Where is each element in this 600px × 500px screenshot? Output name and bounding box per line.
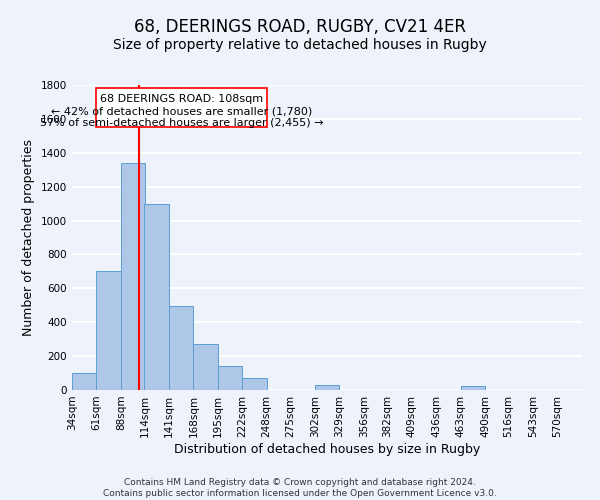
Bar bbox=[145, 204, 169, 390]
Text: Contains HM Land Registry data © Crown copyright and database right 2024.
Contai: Contains HM Land Registry data © Crown c… bbox=[103, 478, 497, 498]
Text: ← 42% of detached houses are smaller (1,780): ← 42% of detached houses are smaller (1,… bbox=[51, 106, 312, 116]
Text: Size of property relative to detached houses in Rugby: Size of property relative to detached ho… bbox=[113, 38, 487, 52]
Bar bbox=[218, 366, 242, 390]
Bar bbox=[242, 378, 267, 390]
Bar bbox=[121, 163, 145, 390]
Text: 68 DEERINGS ROAD: 108sqm: 68 DEERINGS ROAD: 108sqm bbox=[100, 94, 263, 104]
Bar bbox=[461, 386, 485, 390]
Text: 68, DEERINGS ROAD, RUGBY, CV21 4ER: 68, DEERINGS ROAD, RUGBY, CV21 4ER bbox=[134, 18, 466, 36]
Bar bbox=[97, 272, 121, 390]
Y-axis label: Number of detached properties: Number of detached properties bbox=[22, 139, 35, 336]
Text: 57% of semi-detached houses are larger (2,455) →: 57% of semi-detached houses are larger (… bbox=[40, 118, 323, 128]
Bar bbox=[169, 306, 193, 390]
Bar bbox=[193, 344, 218, 390]
X-axis label: Distribution of detached houses by size in Rugby: Distribution of detached houses by size … bbox=[174, 442, 480, 456]
FancyBboxPatch shape bbox=[97, 88, 267, 126]
Bar bbox=[72, 373, 97, 390]
Bar bbox=[315, 385, 339, 390]
